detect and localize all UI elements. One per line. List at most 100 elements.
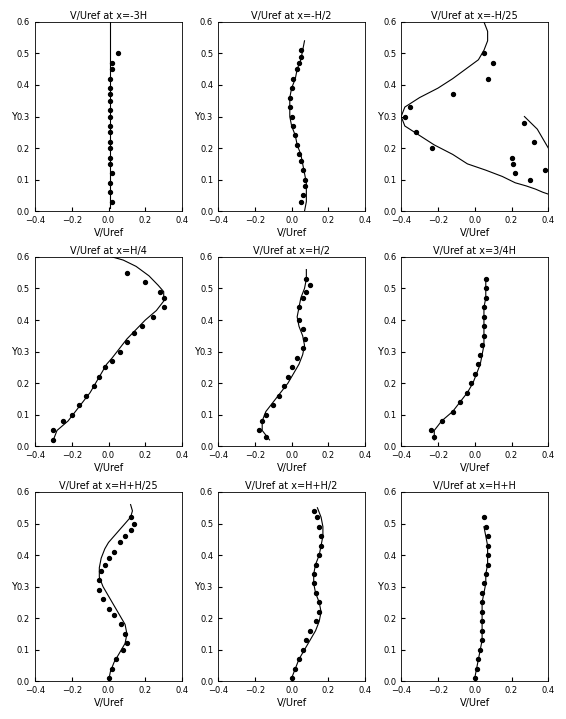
Point bbox=[400, 111, 409, 122]
Point bbox=[479, 47, 488, 59]
Point bbox=[311, 587, 320, 599]
Point bbox=[106, 111, 115, 122]
Title: V/Uref at x=-H/2: V/Uref at x=-H/2 bbox=[251, 11, 332, 21]
X-axis label: V/Uref: V/Uref bbox=[277, 698, 307, 708]
Point bbox=[437, 416, 446, 427]
Point bbox=[159, 292, 168, 303]
Point bbox=[126, 524, 135, 536]
Point bbox=[483, 73, 492, 84]
Point bbox=[49, 434, 58, 446]
Point bbox=[115, 346, 124, 357]
Point bbox=[293, 352, 302, 364]
Point bbox=[316, 540, 325, 551]
Point bbox=[470, 368, 479, 380]
Y-axis label: Y: Y bbox=[378, 582, 383, 592]
Point bbox=[478, 625, 487, 636]
Point bbox=[478, 597, 487, 608]
X-axis label: V/Uref: V/Uref bbox=[460, 228, 490, 238]
Point bbox=[106, 73, 115, 84]
Point bbox=[430, 431, 439, 442]
Point bbox=[470, 672, 479, 684]
Point bbox=[294, 149, 303, 160]
Point bbox=[258, 416, 267, 427]
Point bbox=[98, 593, 108, 605]
Point bbox=[261, 431, 271, 442]
X-axis label: V/Uref: V/Uref bbox=[93, 463, 123, 473]
Point bbox=[511, 168, 520, 179]
Point bbox=[481, 521, 490, 532]
Point bbox=[294, 302, 303, 313]
Point bbox=[119, 644, 128, 656]
Point bbox=[291, 663, 300, 674]
Point bbox=[100, 362, 109, 373]
Point bbox=[483, 531, 492, 542]
X-axis label: V/Uref: V/Uref bbox=[460, 463, 490, 473]
Point bbox=[82, 390, 91, 401]
Point bbox=[109, 609, 118, 620]
Point bbox=[106, 104, 115, 116]
Point bbox=[75, 400, 84, 411]
Point bbox=[287, 362, 296, 373]
Point bbox=[294, 654, 303, 665]
Point bbox=[476, 349, 485, 360]
X-axis label: V/Uref: V/Uref bbox=[460, 698, 490, 708]
Point bbox=[289, 73, 298, 84]
Point bbox=[448, 406, 457, 417]
Point bbox=[106, 120, 115, 132]
Point bbox=[122, 638, 131, 649]
Point bbox=[293, 139, 302, 151]
Point bbox=[117, 619, 126, 631]
Point bbox=[95, 574, 104, 586]
Point bbox=[479, 511, 488, 523]
Point bbox=[466, 377, 475, 389]
Point bbox=[298, 343, 307, 354]
Point bbox=[106, 95, 115, 106]
Title: V/Uref at x=-H/25: V/Uref at x=-H/25 bbox=[431, 11, 518, 21]
X-axis label: V/Uref: V/Uref bbox=[277, 228, 307, 238]
Point bbox=[106, 177, 115, 188]
Point bbox=[488, 57, 498, 68]
Point bbox=[130, 518, 139, 529]
Point bbox=[483, 549, 492, 561]
Point bbox=[108, 196, 117, 208]
Point bbox=[297, 196, 306, 208]
Point bbox=[456, 396, 465, 408]
Point bbox=[106, 158, 115, 170]
Point bbox=[108, 168, 117, 179]
Point bbox=[108, 57, 117, 68]
Point bbox=[106, 152, 115, 163]
Y-axis label: Y: Y bbox=[194, 347, 200, 357]
Point bbox=[104, 603, 113, 615]
Point bbox=[315, 549, 324, 561]
Point bbox=[298, 190, 307, 201]
Point bbox=[478, 615, 487, 627]
Point bbox=[148, 311, 157, 323]
Point bbox=[463, 387, 472, 398]
Point bbox=[108, 663, 117, 674]
Point bbox=[300, 180, 309, 192]
Point bbox=[89, 380, 98, 392]
Title: V/Uref at x=H/2: V/Uref at x=H/2 bbox=[253, 246, 330, 256]
Point bbox=[122, 267, 131, 278]
Point bbox=[309, 568, 318, 580]
Point bbox=[121, 531, 130, 542]
Point bbox=[306, 280, 315, 291]
Point bbox=[115, 536, 124, 548]
Point bbox=[540, 165, 549, 176]
Title: V/Uref at x=H/4: V/Uref at x=H/4 bbox=[70, 246, 147, 256]
Title: V/Uref at x=H+H/2: V/Uref at x=H+H/2 bbox=[246, 481, 338, 491]
Point bbox=[479, 330, 488, 342]
Point bbox=[315, 597, 324, 608]
Point bbox=[297, 155, 306, 167]
X-axis label: V/Uref: V/Uref bbox=[93, 228, 123, 238]
Point bbox=[481, 568, 490, 580]
Point bbox=[302, 273, 311, 285]
Point bbox=[553, 190, 562, 201]
Point bbox=[481, 283, 490, 294]
Point bbox=[159, 302, 168, 313]
Point bbox=[302, 286, 311, 298]
Point bbox=[108, 355, 117, 367]
Point bbox=[289, 120, 298, 132]
Point bbox=[316, 531, 325, 542]
Point bbox=[122, 336, 131, 348]
